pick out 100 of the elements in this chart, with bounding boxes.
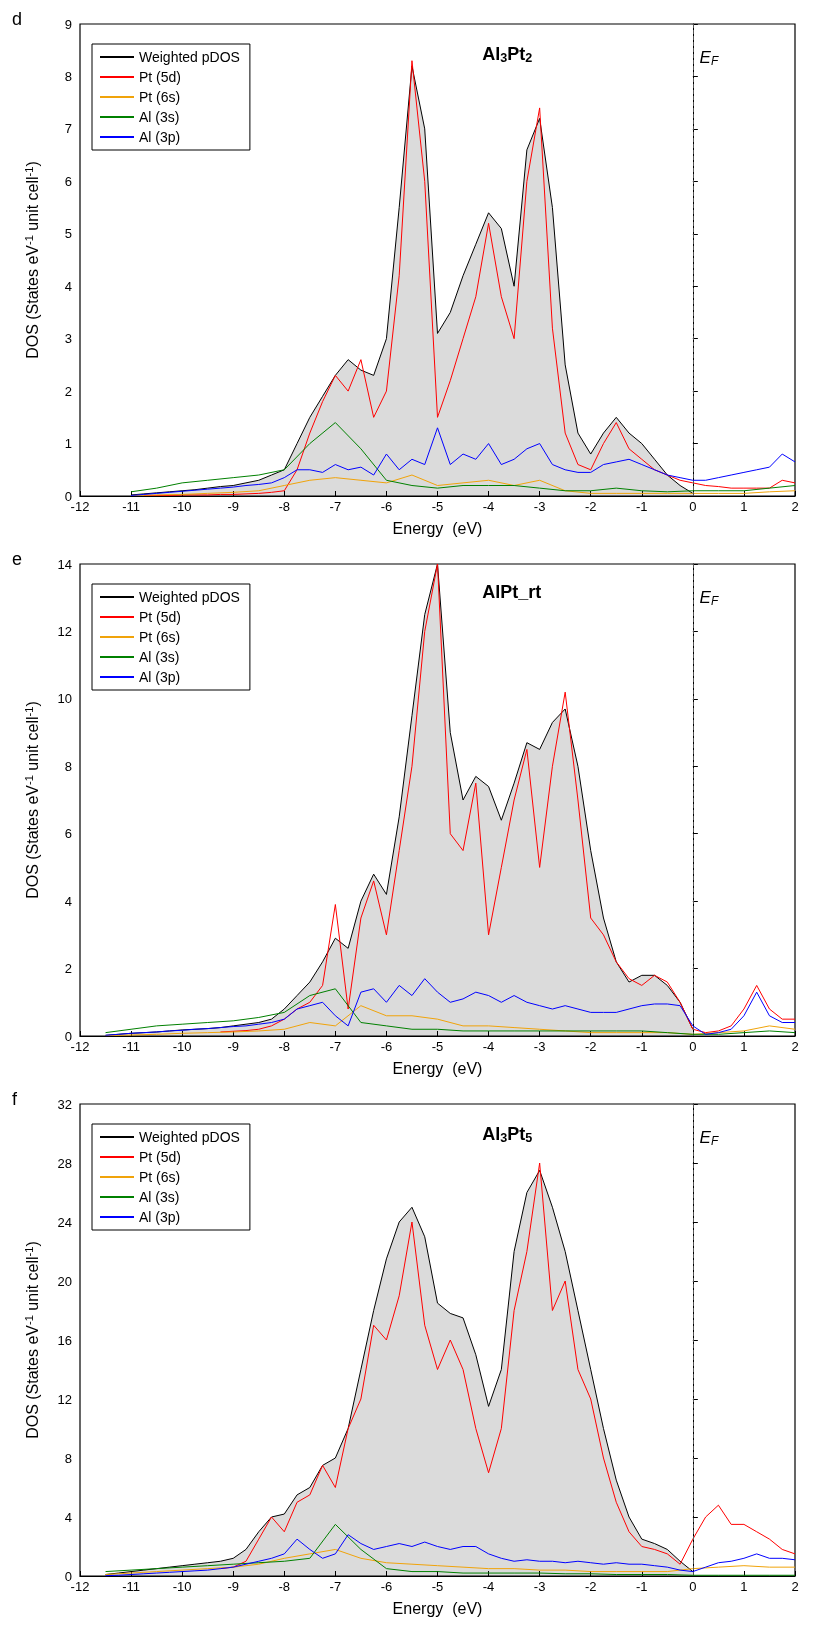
legend-label: Pt (5d) [139, 1149, 182, 1165]
x-tick-label: -5 [431, 499, 444, 514]
y-tick-label: 12 [57, 623, 72, 639]
x-tick-label: 0 [689, 1579, 697, 1594]
x-tick-label: -6 [380, 499, 393, 514]
x-tick-label: -9 [227, 1039, 239, 1054]
y-tick-label: 7 [64, 121, 72, 137]
y-tick-label: 4 [64, 893, 72, 909]
x-tick-label: -9 [227, 1579, 239, 1594]
x-tick-label: -2 [584, 1579, 597, 1594]
line-series [105, 1523, 796, 1576]
x-tick-label: -10 [172, 1579, 192, 1594]
legend-label: Pt (6s) [139, 629, 181, 645]
y-tick-label: 16 [57, 1332, 72, 1348]
y-tick-label: 5 [64, 226, 72, 242]
y-tick-label: 0 [64, 1028, 72, 1044]
legend-label: Al (3p) [139, 669, 181, 685]
line-series [105, 988, 796, 1035]
y-tick-label: 1 [64, 436, 72, 452]
y-tick-label: 6 [64, 826, 72, 842]
x-axis-title: Energy (eV) [392, 1599, 483, 1617]
x-tick-label: -6 [380, 1579, 393, 1594]
y-tick-label: 2 [64, 961, 72, 977]
line-series [105, 1548, 796, 1576]
x-tick-label: -3 [533, 1579, 546, 1594]
x-tick-label: -7 [329, 1579, 342, 1594]
y-tick-label: 2 [64, 383, 72, 399]
x-tick-label: -9 [227, 499, 239, 514]
x-tick-label: 2 [791, 499, 799, 514]
x-axis-title: Energy (eV) [392, 1059, 483, 1077]
x-tick-label: -6 [380, 1039, 393, 1054]
y-tick-label: 12 [57, 1391, 72, 1407]
x-tick-label: 1 [740, 1579, 748, 1594]
x-tick-label: 2 [791, 1039, 799, 1054]
x-tick-label: -10 [172, 499, 192, 514]
legend-label: Al (3p) [139, 1209, 181, 1225]
y-tick-label: 8 [64, 1450, 72, 1466]
x-tick-label: -12 [70, 1039, 90, 1054]
y-tick-label: 28 [57, 1155, 72, 1171]
x-tick-label: -2 [584, 499, 597, 514]
legend-label: Al (3s) [139, 109, 180, 125]
legend-label: Pt (5d) [139, 69, 182, 85]
legend-label: Weighted pDOS [139, 49, 240, 65]
y-tick-label: 6 [64, 173, 72, 189]
y-tick-label: 20 [57, 1273, 72, 1289]
y-tick-label: 10 [57, 691, 72, 707]
x-tick-label: -3 [533, 1039, 546, 1054]
y-tick-label: 4 [64, 1509, 72, 1525]
x-tick-label: -10 [172, 1039, 192, 1054]
y-tick-label: 9 [64, 16, 72, 32]
x-axis-title: Energy (eV) [392, 519, 483, 537]
legend-label: Weighted pDOS [139, 1129, 240, 1145]
text: f [12, 1089, 18, 1109]
x-tick-label: -1 [636, 1039, 648, 1054]
x-tick-label: -5 [431, 1039, 444, 1054]
x-tick-label: -8 [278, 1579, 291, 1594]
legend-label: Al (3p) [139, 129, 181, 145]
x-tick-label: -12 [70, 499, 90, 514]
y-axis-title: DOS (States eV-1 unit cell-1) [23, 701, 42, 899]
text: e [12, 549, 23, 569]
x-tick-label: -1 [636, 1579, 648, 1594]
y-tick-label: 24 [57, 1214, 72, 1230]
x-tick-label: -12 [70, 1579, 90, 1594]
text: d [12, 9, 23, 29]
x-tick-label: -11 [122, 1579, 140, 1594]
y-axis-title: DOS (States eV-1 unit cell-1) [23, 161, 42, 359]
y-tick-label: 8 [64, 758, 72, 774]
line-series [105, 978, 796, 1036]
y-axis-title: DOS (States eV-1 unit cell-1) [23, 1241, 42, 1439]
x-tick-label: 1 [740, 1039, 748, 1054]
y-tick-label: 4 [64, 278, 72, 294]
y-tick-label: 0 [64, 1568, 72, 1584]
x-tick-label: -11 [122, 1039, 140, 1054]
x-tick-label: 2 [791, 1579, 799, 1594]
x-tick-label: -4 [482, 499, 495, 514]
x-tick-label: -8 [278, 1039, 291, 1054]
text: AlPt_rt [482, 582, 542, 602]
x-tick-label: 1 [740, 499, 748, 514]
x-tick-label: -11 [122, 499, 140, 514]
legend-label: Pt (5d) [139, 609, 182, 625]
x-tick-label: -7 [329, 499, 342, 514]
y-tick-label: 14 [57, 556, 72, 572]
x-tick-label: -5 [431, 1579, 444, 1594]
x-tick-label: -3 [533, 499, 546, 514]
x-tick-label: 0 [689, 499, 697, 514]
x-tick-label: 0 [689, 1039, 697, 1054]
x-tick-label: -7 [329, 1039, 342, 1054]
x-tick-label: -1 [636, 499, 648, 514]
line-series [105, 1534, 796, 1577]
y-tick-label: 8 [64, 68, 72, 84]
legend-label: Pt (6s) [139, 89, 181, 105]
legend-label: Al (3s) [139, 649, 180, 665]
x-tick-label: -4 [482, 1039, 495, 1054]
legend-label: Pt (6s) [139, 1169, 181, 1185]
x-tick-label: -8 [278, 499, 291, 514]
x-tick-label: -4 [482, 1579, 495, 1594]
legend-label: Al (3s) [139, 1189, 180, 1205]
legend-label: Weighted pDOS [139, 589, 240, 605]
x-tick-label: -2 [584, 1039, 597, 1054]
y-tick-label: 0 [64, 488, 72, 504]
